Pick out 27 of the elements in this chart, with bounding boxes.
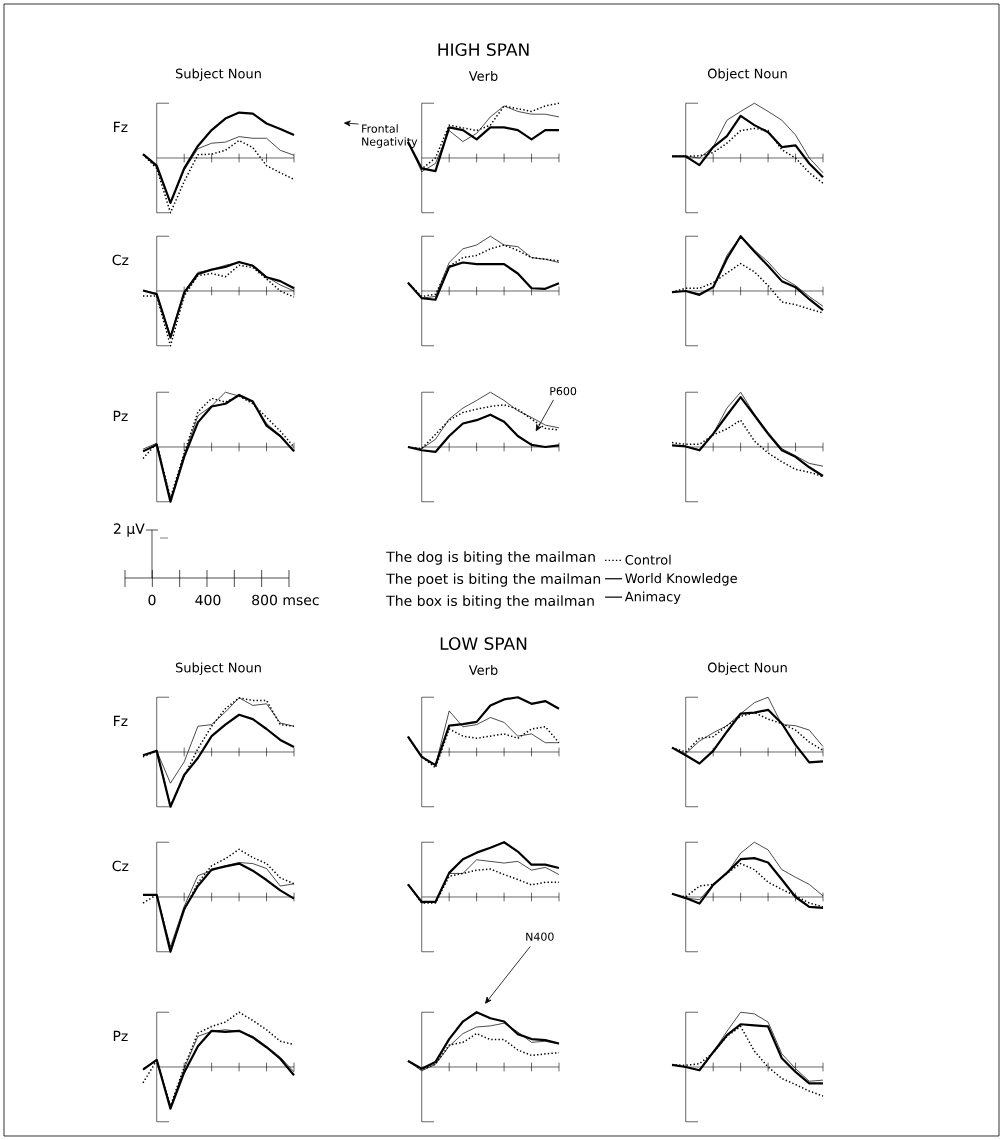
chart-title: LOW SPAN — [440, 637, 527, 651]
chart-subtitle: Object Noun — [707, 662, 787, 675]
text: 2 µV — [113, 523, 145, 537]
y-axis-title: Fz — [114, 715, 128, 727]
chart-subtitle: Verb — [468, 664, 498, 675]
text: The dog is biting the mailman — [386, 551, 595, 565]
chart-subtitle: Verb — [468, 70, 498, 81]
chart-title: HIGH SPAN — [438, 43, 529, 57]
text: N400 — [526, 932, 554, 941]
y-axis-title: Fz — [114, 121, 128, 133]
text: 0 — [148, 594, 156, 606]
y-axis-title: Cz — [112, 254, 129, 266]
text: The box is biting the mailman — [386, 595, 594, 609]
text: The poet is biting the mailman — [386, 573, 601, 587]
y-axis-title: Cz — [112, 860, 129, 872]
text: 800 msec — [252, 594, 319, 606]
legend-label: Animacy — [624, 591, 681, 605]
legend-label: Control — [625, 554, 671, 565]
legend-label: World Knowledge — [625, 573, 737, 586]
chart-subtitle: Subject Noun — [175, 68, 261, 81]
annotation: Frontal Negativity — [362, 124, 418, 148]
text: 400 — [195, 594, 221, 606]
chart-subtitle: Object Noun — [707, 68, 787, 81]
y-axis-title: Pz — [113, 1030, 128, 1042]
y-axis-title: Pz — [113, 410, 128, 422]
chart-subtitle: Subject Noun — [175, 662, 261, 675]
annotation: P600 — [550, 386, 577, 396]
